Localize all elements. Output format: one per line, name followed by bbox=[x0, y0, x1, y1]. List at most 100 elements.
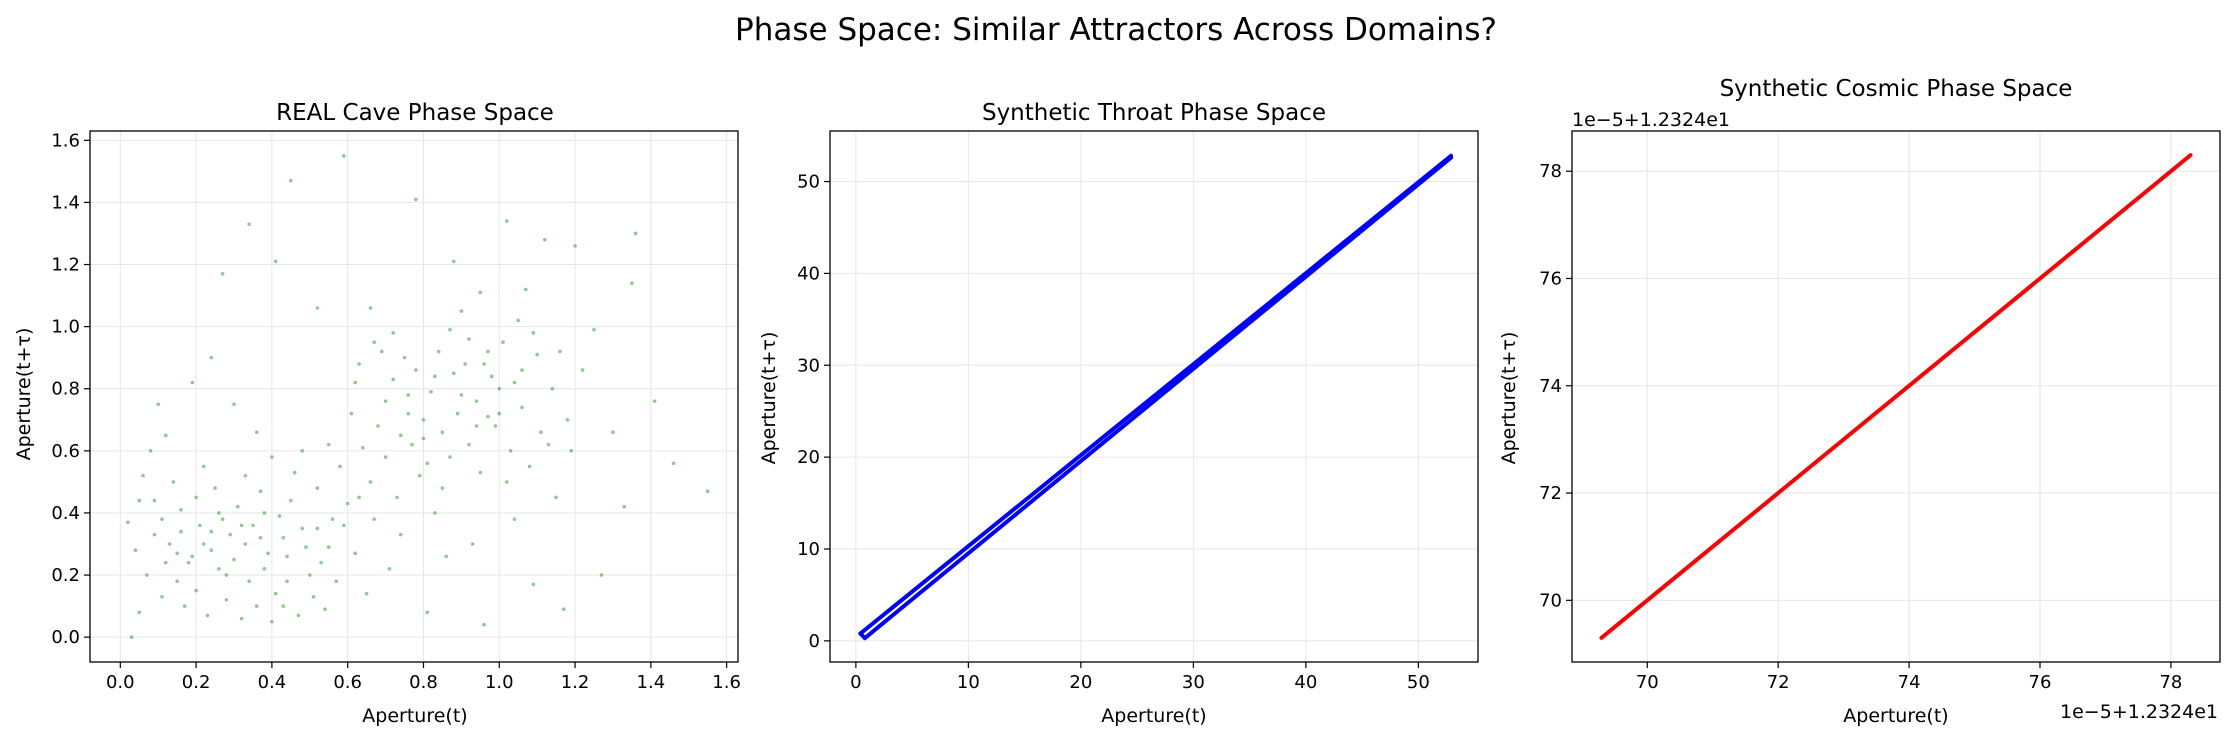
scatter-point bbox=[281, 604, 286, 608]
scatter-point bbox=[152, 498, 157, 503]
panel-title: REAL Cave Phase Space bbox=[276, 100, 554, 126]
scatter-point bbox=[194, 495, 198, 500]
chart-panel-throat: Synthetic Throat Phase Space Aperture(t)… bbox=[758, 100, 1479, 727]
scatter-point bbox=[550, 386, 555, 391]
scatter-point bbox=[383, 455, 388, 459]
y-tick-label: 10 bbox=[797, 539, 820, 560]
panel-title: Synthetic Cosmic Phase Space bbox=[1720, 76, 2073, 102]
x-tick-label: 0.6 bbox=[333, 672, 362, 693]
scatter-point bbox=[357, 495, 361, 500]
scatter-point bbox=[179, 508, 183, 512]
scatter-point bbox=[520, 405, 524, 410]
series-line bbox=[858, 631, 867, 641]
scatter-point bbox=[508, 449, 513, 453]
scatter-point bbox=[270, 619, 274, 624]
scatter-point bbox=[368, 306, 373, 310]
axes-frame bbox=[89, 130, 739, 663]
scatter-point bbox=[205, 613, 210, 618]
scatter-point bbox=[209, 548, 214, 553]
scatter-point bbox=[152, 532, 157, 537]
scatter-point bbox=[505, 480, 509, 484]
scatter-point bbox=[451, 259, 456, 264]
scatter-point bbox=[326, 545, 331, 549]
scatter-point bbox=[592, 327, 596, 332]
scatter-point bbox=[478, 470, 483, 475]
y-tick-label: 50 bbox=[797, 172, 820, 193]
scatter-point bbox=[459, 309, 464, 313]
scatter-point bbox=[167, 542, 172, 546]
scatter-point bbox=[156, 402, 161, 407]
x-tick-label: 70 bbox=[1636, 672, 1659, 693]
scatter-point bbox=[141, 473, 145, 478]
scatter-point bbox=[433, 374, 437, 379]
scatter-point bbox=[569, 449, 574, 453]
scatter-point bbox=[440, 430, 445, 435]
scatter-point bbox=[501, 340, 505, 344]
scatter-point bbox=[705, 489, 710, 494]
scatter-point bbox=[523, 287, 528, 292]
scatter-point bbox=[451, 371, 456, 376]
scatter-point bbox=[402, 355, 407, 360]
figure-suptitle: Phase Space: Similar Attractors Across D… bbox=[735, 12, 1497, 48]
scatter-point bbox=[372, 340, 377, 344]
scatter-point bbox=[179, 529, 183, 534]
scatter-point bbox=[266, 551, 270, 556]
x-tick-label: 0.8 bbox=[409, 672, 438, 693]
scatter-point bbox=[273, 591, 278, 596]
scatter-point bbox=[558, 349, 562, 354]
y-tick-label: 0.4 bbox=[51, 503, 80, 524]
scatter-point bbox=[482, 622, 486, 627]
y-axis-label: Aperture(t+τ) bbox=[1498, 332, 1520, 465]
scatter-point bbox=[307, 573, 312, 577]
scatter-point bbox=[463, 362, 467, 366]
scatter-point bbox=[486, 414, 490, 419]
scatter-point bbox=[395, 495, 399, 500]
scatter-point bbox=[440, 486, 445, 490]
scatter-point bbox=[190, 380, 195, 385]
x-tick-label: 20 bbox=[1069, 672, 1092, 693]
plot-area bbox=[126, 154, 710, 639]
scatter-point bbox=[285, 554, 289, 559]
scatter-point bbox=[198, 523, 202, 528]
scatter-point bbox=[232, 402, 236, 407]
scatter-point bbox=[391, 377, 395, 382]
axes-frame bbox=[829, 130, 1479, 663]
scatter-point bbox=[148, 449, 153, 453]
scatter-point bbox=[497, 386, 502, 391]
x-tick-label: 0.2 bbox=[182, 672, 211, 693]
scatter-point bbox=[554, 495, 558, 500]
scatter-point bbox=[270, 455, 274, 459]
scatter-point bbox=[311, 594, 316, 599]
scatter-point bbox=[546, 442, 551, 447]
scatter-point bbox=[300, 526, 305, 531]
scatter-point bbox=[383, 399, 388, 403]
y-tick-label: 1.0 bbox=[51, 317, 80, 338]
y-tick-label: 76 bbox=[1539, 269, 1562, 290]
scatter-point bbox=[531, 331, 536, 335]
scatter-point bbox=[300, 449, 305, 453]
scatter-point bbox=[342, 523, 346, 528]
scatter-point bbox=[254, 604, 259, 608]
scatter-point bbox=[512, 517, 517, 521]
scatter-point bbox=[209, 529, 214, 534]
scatter-point bbox=[379, 349, 384, 354]
x-tick-label: 1.0 bbox=[485, 672, 514, 693]
scatter-point bbox=[296, 613, 301, 618]
scatter-point bbox=[573, 244, 577, 248]
scatter-point bbox=[262, 567, 267, 571]
scatter-point bbox=[406, 411, 411, 416]
scatter-point bbox=[277, 514, 282, 518]
scatter-point bbox=[414, 197, 418, 202]
scatter-point bbox=[285, 579, 289, 584]
scatter-point bbox=[224, 598, 229, 602]
y-tick-label: 1.2 bbox=[51, 255, 80, 276]
scatter-point bbox=[186, 560, 191, 565]
scatter-point bbox=[315, 526, 320, 531]
series-line bbox=[862, 155, 1453, 641]
scatter-point bbox=[126, 520, 130, 525]
y-tick-label: 30 bbox=[797, 355, 820, 376]
scatter-point bbox=[417, 473, 422, 478]
scatter-point bbox=[220, 272, 225, 276]
scatter-point bbox=[228, 532, 233, 537]
scatter-point bbox=[622, 504, 627, 509]
